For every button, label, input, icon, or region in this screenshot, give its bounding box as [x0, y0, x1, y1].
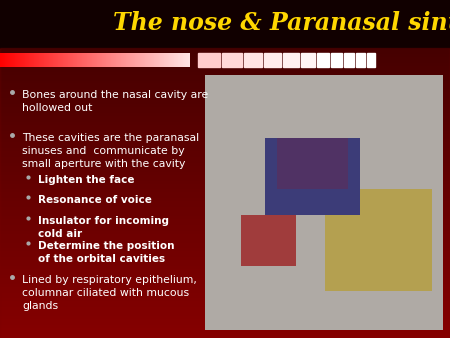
- Text: Lined by respiratory epithelium,
columnar ciliated with mucous
glands: Lined by respiratory epithelium, columna…: [22, 275, 197, 311]
- Text: Resonance of voice: Resonance of voice: [38, 195, 152, 205]
- Bar: [331, 53, 342, 67]
- Bar: [198, 53, 220, 67]
- Bar: [317, 53, 329, 67]
- Bar: [222, 53, 242, 67]
- Bar: [205, 75, 443, 330]
- Text: Insulator for incoming
cold air: Insulator for incoming cold air: [38, 216, 169, 239]
- Bar: [301, 53, 315, 67]
- Text: Lighten the face: Lighten the face: [38, 175, 135, 185]
- Text: The nose & Paranasal sinuses: The nose & Paranasal sinuses: [113, 11, 450, 35]
- Text: Determine the position
of the orbital cavities: Determine the position of the orbital ca…: [38, 241, 175, 264]
- Bar: [344, 53, 354, 67]
- Bar: [356, 53, 365, 67]
- Bar: [264, 53, 281, 67]
- Text: These cavities are the paranasal
sinuses and  communicate by
small aperture with: These cavities are the paranasal sinuses…: [22, 133, 199, 169]
- Text: Bones around the nasal cavity are
hollowed out: Bones around the nasal cavity are hollow…: [22, 90, 208, 113]
- Bar: [283, 53, 299, 67]
- Bar: [0, 48, 450, 338]
- Bar: [244, 53, 262, 67]
- Bar: [0, 0, 450, 48]
- Bar: [367, 53, 375, 67]
